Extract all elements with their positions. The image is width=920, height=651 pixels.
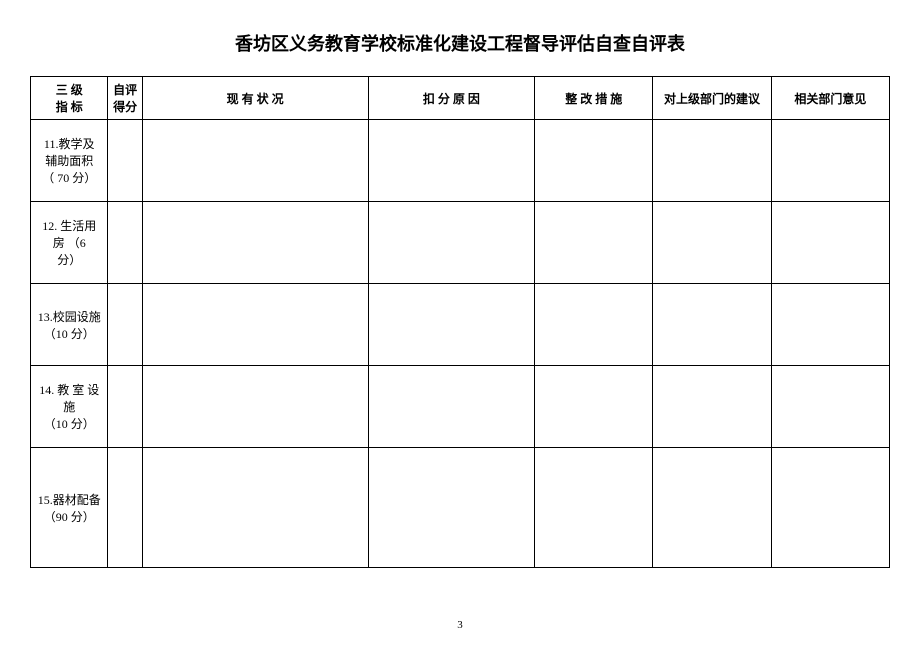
- cell-status: [142, 366, 368, 448]
- cell-status: [142, 448, 368, 568]
- cell-indicator: 11.教学及辅助面积（ 70 分）: [31, 120, 108, 202]
- cell-measure: [535, 284, 653, 366]
- cell-opinion: [771, 202, 889, 284]
- header-status: 现 有 状 况: [142, 77, 368, 120]
- cell-suggest: [653, 202, 771, 284]
- cell-status: [142, 202, 368, 284]
- cell-score: [108, 120, 142, 202]
- cell-score: [108, 448, 142, 568]
- cell-indicator: 13.校园设施（10 分）: [31, 284, 108, 366]
- cell-score: [108, 284, 142, 366]
- cell-status: [142, 284, 368, 366]
- cell-opinion: [771, 448, 889, 568]
- cell-opinion: [771, 284, 889, 366]
- cell-indicator: 14. 教 室 设施（10 分）: [31, 366, 108, 448]
- cell-opinion: [771, 366, 889, 448]
- cell-reason: [368, 120, 535, 202]
- table-row: 13.校园设施（10 分）: [31, 284, 890, 366]
- cell-score: [108, 366, 142, 448]
- header-suggest: 对上级部门的建议: [653, 77, 771, 120]
- cell-suggest: [653, 448, 771, 568]
- cell-suggest: [653, 366, 771, 448]
- cell-measure: [535, 366, 653, 448]
- cell-reason: [368, 448, 535, 568]
- cell-measure: [535, 120, 653, 202]
- header-measure: 整 改 措 施: [535, 77, 653, 120]
- cell-measure: [535, 448, 653, 568]
- page-title: 香坊区义务教育学校标准化建设工程督导评估自查自评表: [30, 30, 890, 56]
- cell-indicator: 15.器材配备（90 分）: [31, 448, 108, 568]
- header-indicator: 三 级指 标: [31, 77, 108, 120]
- evaluation-table: 三 级指 标 自评得分 现 有 状 况 扣 分 原 因 整 改 措 施 对上级部…: [30, 76, 890, 568]
- header-opinion: 相关部门意见: [771, 77, 889, 120]
- table-header-row: 三 级指 标 自评得分 现 有 状 况 扣 分 原 因 整 改 措 施 对上级部…: [31, 77, 890, 120]
- header-score: 自评得分: [108, 77, 142, 120]
- cell-score: [108, 202, 142, 284]
- cell-measure: [535, 202, 653, 284]
- page-number: 3: [457, 619, 463, 631]
- cell-reason: [368, 284, 535, 366]
- cell-reason: [368, 202, 535, 284]
- header-reason: 扣 分 原 因: [368, 77, 535, 120]
- cell-opinion: [771, 120, 889, 202]
- cell-suggest: [653, 284, 771, 366]
- table-row: 12. 生活用房 （6分）: [31, 202, 890, 284]
- cell-suggest: [653, 120, 771, 202]
- cell-reason: [368, 366, 535, 448]
- table-row: 11.教学及辅助面积（ 70 分）: [31, 120, 890, 202]
- cell-status: [142, 120, 368, 202]
- table-row: 15.器材配备（90 分）: [31, 448, 890, 568]
- cell-indicator: 12. 生活用房 （6分）: [31, 202, 108, 284]
- table-row: 14. 教 室 设施（10 分）: [31, 366, 890, 448]
